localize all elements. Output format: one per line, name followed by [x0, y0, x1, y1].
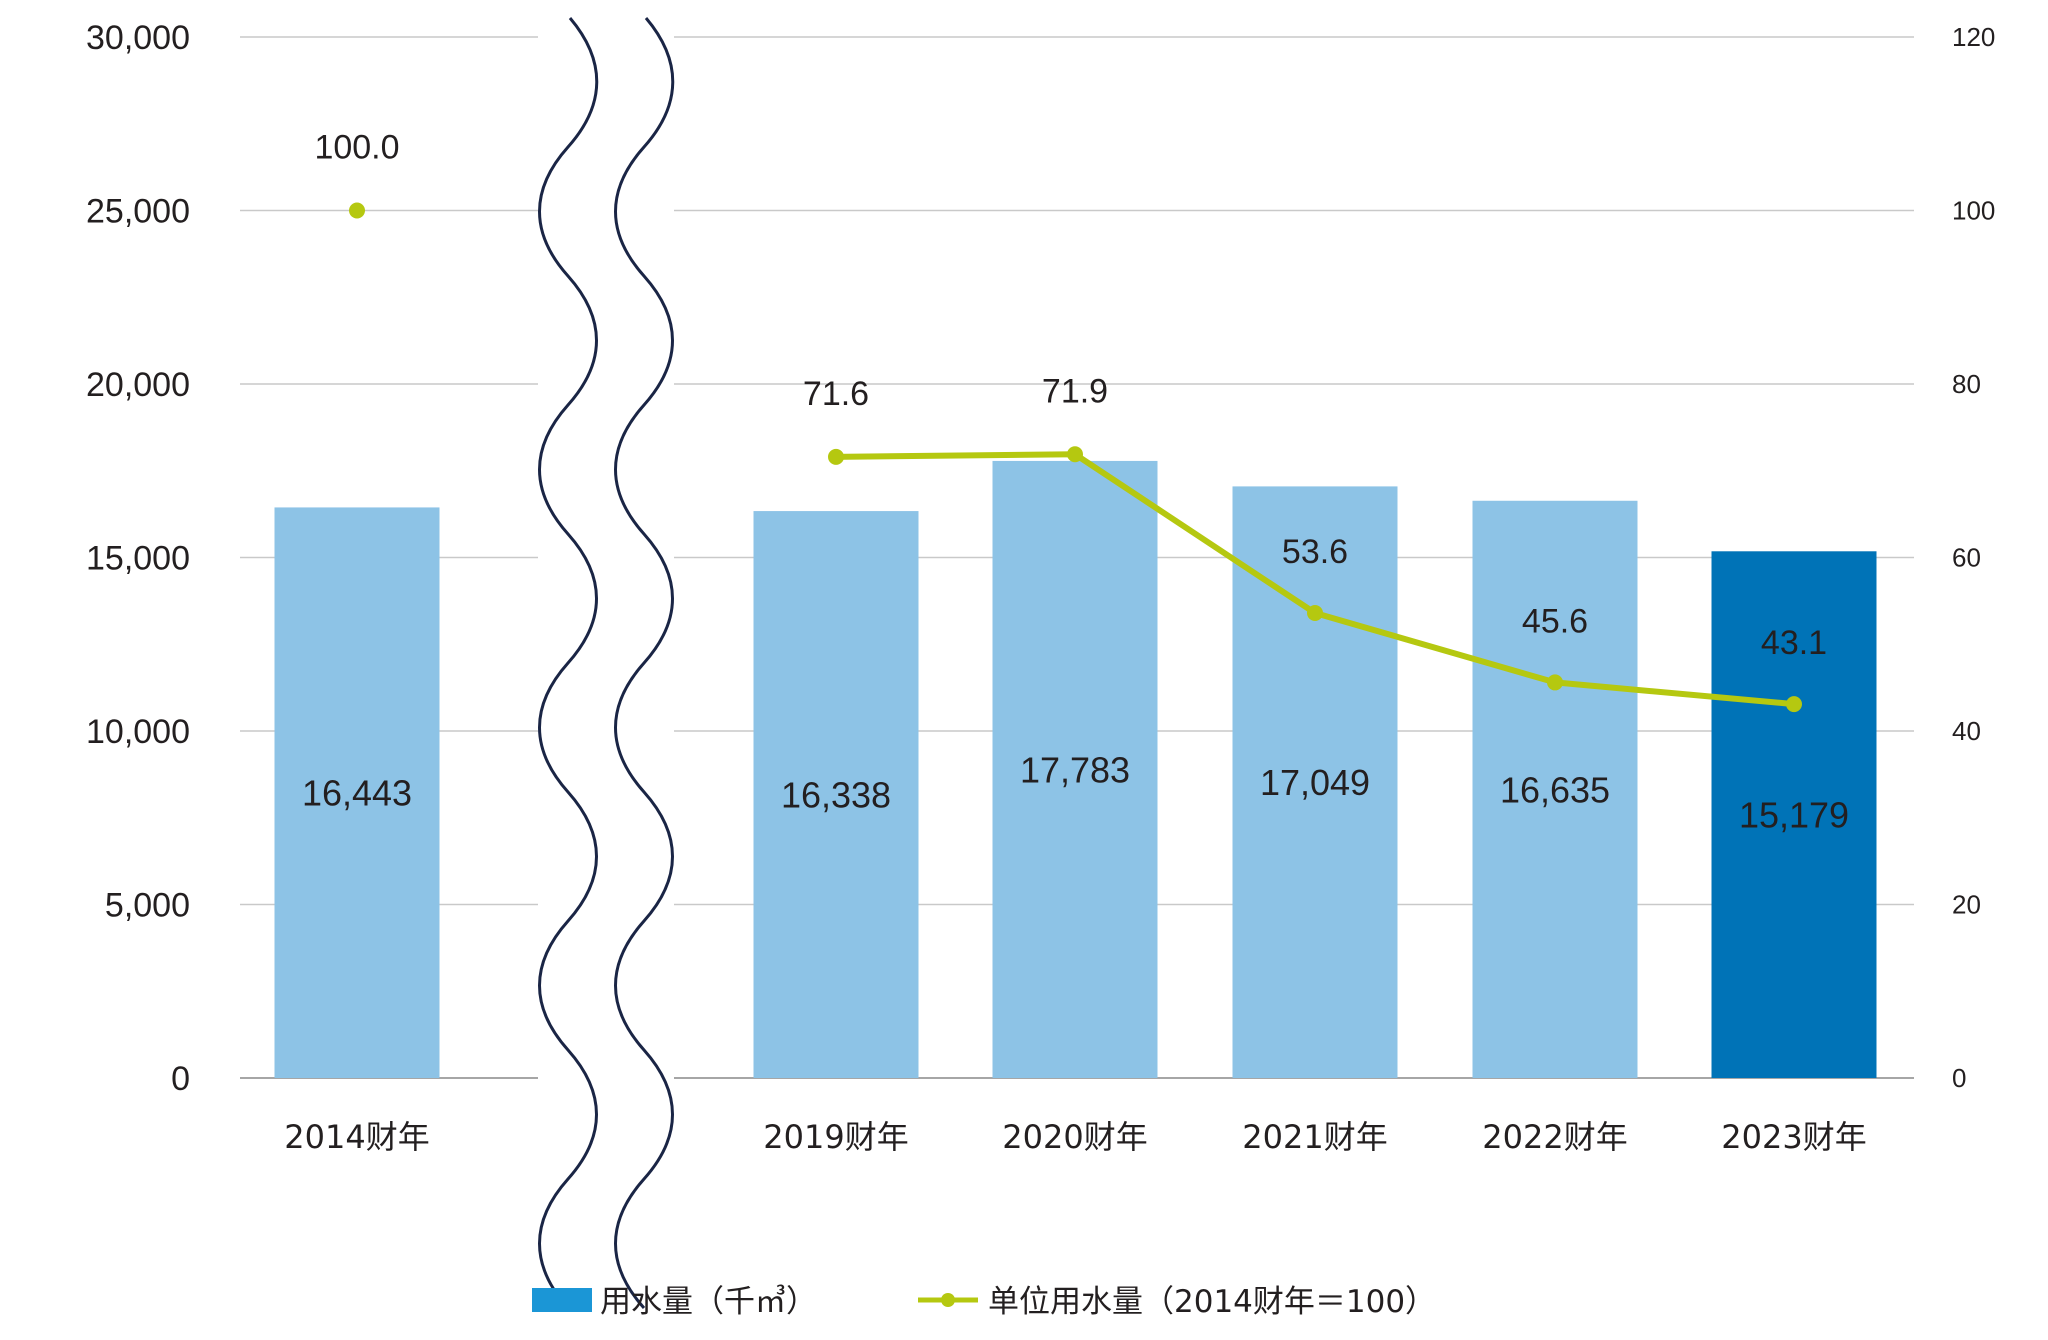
- index-point: [828, 448, 844, 465]
- bar-value-label: 16,635: [1500, 769, 1610, 810]
- y-left-tick-label: 15,000: [86, 540, 190, 578]
- y-left-tick-label: 5,000: [105, 887, 190, 925]
- bar-2019财年: [753, 511, 919, 1078]
- x-category-label: 2019财年: [763, 1118, 908, 1156]
- axis-break-wave: [614, 17, 675, 1309]
- y-left-tick-label: 0: [171, 1060, 190, 1098]
- y-right-tick-label: 60: [1952, 543, 1981, 573]
- bar-2020财年: [992, 460, 1158, 1078]
- index-value-label: 53.6: [1282, 533, 1348, 571]
- bar-value-label: 17,783: [1020, 749, 1130, 790]
- legend-line-label: 单位用水量（2014财年＝100）: [988, 1284, 1436, 1320]
- index-value-label: 43.1: [1761, 624, 1827, 662]
- axis-break-gap: [538, 20, 674, 1100]
- index-point: [349, 202, 365, 219]
- x-category-label: 2020财年: [1002, 1118, 1147, 1156]
- bar-value-label: 17,049: [1260, 762, 1370, 803]
- bar-2023财年: [1711, 551, 1877, 1078]
- legend: 用水量（千㎥） 单位用水量（2014财年＝100）: [532, 1284, 1436, 1320]
- bar-value-label: 16,338: [781, 775, 891, 816]
- bars: [274, 460, 1877, 1079]
- axis-break-wave: [538, 17, 599, 1309]
- index-value-label: 100.0: [314, 129, 399, 167]
- axis-break: [538, 17, 675, 1309]
- index-point: [1067, 446, 1083, 463]
- index-point: [1786, 696, 1802, 713]
- x-category-label: 2021财年: [1242, 1118, 1387, 1156]
- bar-value-label: 15,179: [1739, 795, 1849, 836]
- y-left-tick-label: 25,000: [86, 193, 190, 231]
- y-left-tick-label: 10,000: [86, 713, 190, 751]
- bar-value-label: 16,443: [302, 773, 412, 814]
- x-category-label: 2014财年: [284, 1118, 429, 1156]
- index-value-label: 71.6: [803, 375, 869, 413]
- y-right-tick-label: 0: [1952, 1063, 1966, 1093]
- bar-2022财年: [1472, 500, 1638, 1078]
- index-point: [1547, 674, 1563, 691]
- index-value-label: 71.9: [1042, 372, 1108, 410]
- y-left-tick-label: 30,000: [86, 19, 190, 57]
- legend-bar-label: 用水量（千㎥）: [600, 1284, 817, 1320]
- bar-2014财年: [274, 507, 440, 1079]
- bar-2021财年: [1232, 486, 1398, 1079]
- y-right-tick-label: 100: [1952, 196, 1995, 226]
- index-line: [349, 202, 1802, 713]
- y-right-tick-label: 120: [1952, 22, 1995, 52]
- index-value-label: 45.6: [1522, 602, 1588, 640]
- legend-line-marker: [941, 1293, 955, 1307]
- labels: 0 5,000 10,000 15,000 20,000 25,000 30,000 0 20 4…: [86, 19, 1995, 1156]
- y-right-tick-label: 80: [1952, 369, 1981, 399]
- index-point: [1307, 605, 1323, 622]
- x-category-label: 2022财年: [1482, 1118, 1627, 1156]
- x-category-label: 2023财年: [1721, 1118, 1866, 1156]
- y-left-tick-label: 20,000: [86, 366, 190, 404]
- y-right-tick-label: 20: [1952, 890, 1981, 920]
- y-right-tick-label: 40: [1952, 716, 1981, 746]
- legend-bar-swatch: [532, 1288, 592, 1312]
